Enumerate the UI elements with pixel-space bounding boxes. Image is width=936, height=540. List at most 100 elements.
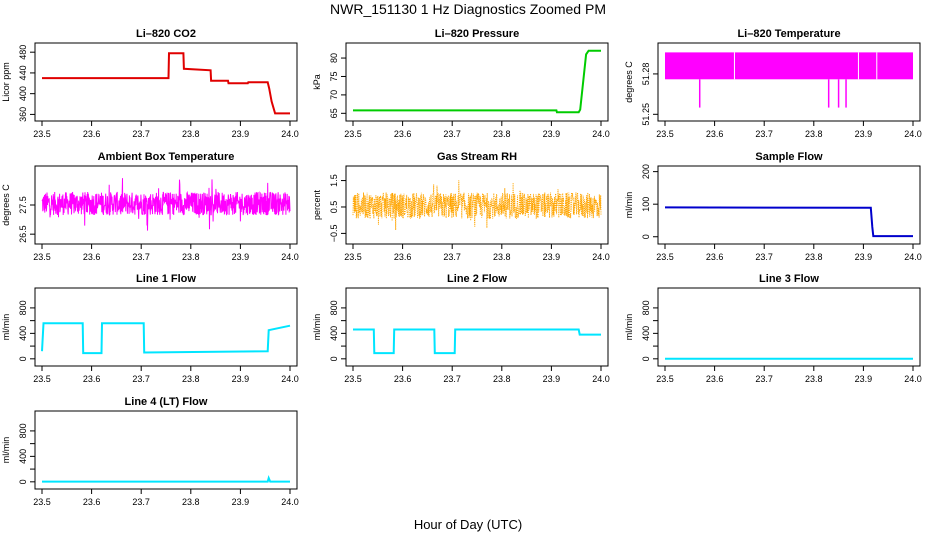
y-tick-label: 70 xyxy=(329,90,339,100)
x-tick-label: 23.8 xyxy=(182,374,200,384)
y-tick-label: 800 xyxy=(18,423,28,438)
panel-title: Sample Flow xyxy=(755,151,823,163)
panel-title: Line 1 Flow xyxy=(136,273,196,285)
chart-panel-6: Sample Flow ml/min 23.5 23.6 23.7 23.8 23.9 24.… xyxy=(624,151,922,262)
chart-panel-9: Line 3 Flow ml/min 23.5 23.6 23.7 23.8 23.9 24.… xyxy=(624,273,922,384)
x-tick-label: 23.8 xyxy=(493,129,511,139)
y-tick-label: 100 xyxy=(641,197,651,212)
plot-frame xyxy=(345,165,609,245)
data-band xyxy=(665,52,913,80)
plot-frame xyxy=(657,42,921,122)
y-tick-label: 400 xyxy=(18,86,28,101)
y-axis-label: Licor ppm xyxy=(1,62,11,102)
x-tick-label: 23.6 xyxy=(394,129,412,139)
x-tick-label: 23.5 xyxy=(33,129,51,139)
chart-panel-7: Line 1 Flow ml/min 23.5 23.6 23.7 23.8 23.9 24.… xyxy=(1,273,299,384)
x-tick-label: 23.7 xyxy=(443,252,461,262)
data-series xyxy=(41,178,291,231)
panel-title: Li–820 CO2 xyxy=(136,28,196,40)
x-tick-label: 23.7 xyxy=(755,374,773,384)
chart-panel-1: Li–820 CO2 Licor ppm 23.5 23.6 23.7 23.8 23.9 2… xyxy=(1,28,299,139)
x-tick-label: 23.8 xyxy=(493,252,511,262)
x-tick-label: 23.8 xyxy=(493,374,511,384)
x-tick-label: 23.6 xyxy=(394,252,412,262)
x-tick-label: 23.7 xyxy=(132,129,150,139)
panel-title: Li–820 Pressure xyxy=(435,28,519,40)
data-series xyxy=(352,180,602,231)
chart-panel-10: Line 4 (LT) Flow ml/min 23.5 23.6 23.7 23.8 23… xyxy=(1,396,299,507)
x-tick-label: 23.8 xyxy=(182,252,200,262)
panel-title: Line 3 Flow xyxy=(759,273,819,285)
x-tick-label: 23.9 xyxy=(232,252,250,262)
data-series xyxy=(41,322,291,355)
chart-panel-2: Li–820 Pressure kPa 23.5 23.6 23.7 23.8 23.9 24… xyxy=(312,28,610,139)
x-tick-label: 24.0 xyxy=(281,374,299,384)
y-axis-label: ml/min xyxy=(312,314,322,341)
y-tick-label: 400 xyxy=(641,326,651,341)
chart-panel-8: Line 2 Flow ml/min 23.5 23.6 23.7 23.8 23.9 24.… xyxy=(312,273,610,384)
panel-title: Ambient Box Temperature xyxy=(98,151,235,163)
x-tick-label: 23.9 xyxy=(232,374,250,384)
plot-frame xyxy=(34,42,298,122)
y-axis-label: ml/min xyxy=(624,314,634,341)
x-tick-label: 23.6 xyxy=(706,374,724,384)
y-tick-label: 0 xyxy=(641,234,651,239)
data-series xyxy=(664,206,913,238)
y-tick-label: 0 xyxy=(18,356,28,361)
y-tick-label: 75 xyxy=(329,71,339,81)
y-tick-label: 400 xyxy=(18,449,28,464)
y-tick-label: 360 xyxy=(18,107,28,122)
x-tick-label: 23.8 xyxy=(182,497,200,507)
plot-frame xyxy=(657,165,921,245)
y-tick-label: 0.5 xyxy=(329,201,339,214)
x-tick-label: 23.5 xyxy=(344,129,362,139)
chart-panel-3: Li–820 Temperature degrees C 23.5 23.6 23.7 2… xyxy=(624,28,922,139)
x-tick-label: 23.5 xyxy=(656,252,674,262)
chart-panel-5: Gas Stream RH percent 23.5 23.6 23.7 23.8 23.9… xyxy=(312,151,610,262)
x-tick-label: 23.7 xyxy=(755,252,773,262)
x-tick-label: 23.9 xyxy=(543,374,561,384)
panel-title: Line 2 Flow xyxy=(447,273,507,285)
x-tick-label: 24.0 xyxy=(592,374,610,384)
x-tick-label: 23.6 xyxy=(83,497,101,507)
figure-title: NWR_151130 1 Hz Diagnostics Zoomed PM xyxy=(330,1,606,17)
y-tick-label: 0 xyxy=(329,356,339,361)
y-axis-label: ml/min xyxy=(1,437,11,464)
data-series xyxy=(353,328,601,355)
plot-frame xyxy=(345,42,609,122)
x-tick-label: 24.0 xyxy=(592,129,610,139)
x-tick-label: 23.8 xyxy=(182,129,200,139)
y-tick-label: 440 xyxy=(18,65,28,80)
x-tick-label: 23.5 xyxy=(656,374,674,384)
y-tick-label: 480 xyxy=(18,45,28,60)
x-tick-label: 23.5 xyxy=(33,252,51,262)
plot-frame xyxy=(345,287,609,367)
x-tick-label: 23.7 xyxy=(443,129,461,139)
x-tick-label: 23.9 xyxy=(855,374,873,384)
x-tick-label: 23.7 xyxy=(132,497,150,507)
y-tick-label: 0 xyxy=(18,479,28,484)
x-tick-label: 23.6 xyxy=(83,129,101,139)
y-tick-label: 80 xyxy=(329,53,339,63)
x-tick-label: 23.5 xyxy=(33,374,51,384)
x-tick-label: 23.9 xyxy=(543,252,561,262)
y-tick-label: 800 xyxy=(641,300,651,315)
x-tick-label: 23.5 xyxy=(656,129,674,139)
x-tick-label: 23.7 xyxy=(443,374,461,384)
y-tick-label: 800 xyxy=(329,300,339,315)
x-tick-label: 23.6 xyxy=(394,374,412,384)
y-tick-label: 400 xyxy=(18,326,28,341)
y-tick-label: 65 xyxy=(329,108,339,118)
panel-title: Li–820 Temperature xyxy=(737,28,840,40)
y-axis-label: ml/min xyxy=(1,314,11,341)
x-tick-label: 23.6 xyxy=(83,252,101,262)
x-tick-label: 23.7 xyxy=(755,129,773,139)
y-tick-label: 800 xyxy=(18,300,28,315)
y-tick-label: 1.5 xyxy=(329,174,339,187)
data-series xyxy=(42,474,290,483)
x-tick-label: 23.9 xyxy=(855,252,873,262)
y-axis-label: ml/min xyxy=(624,192,634,219)
x-tick-label: 23.8 xyxy=(805,374,823,384)
x-tick-label: 24.0 xyxy=(904,374,922,384)
